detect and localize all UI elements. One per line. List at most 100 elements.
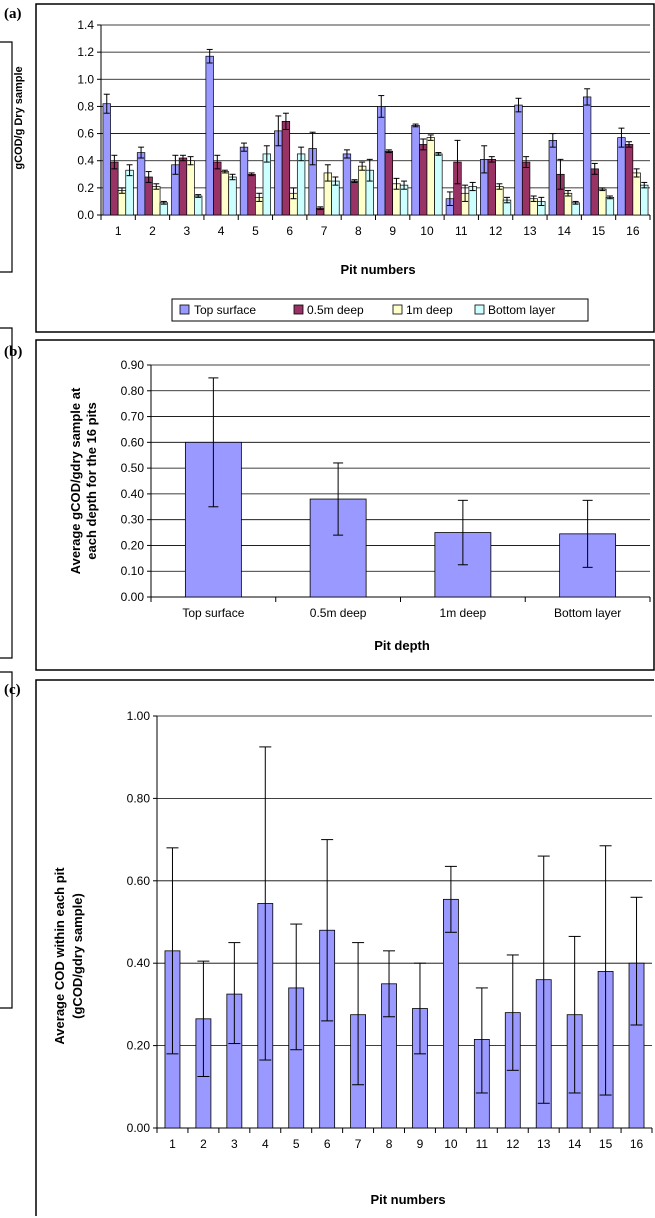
panel-a-chart: 0.00.20.40.60.81.01.21.41 2 3 4 5 6 7 8 9 10 11 12 1… [77,18,651,238]
panel-a-ytick-label: 0.2 [77,181,94,195]
panel-a-xtick-label: 1 [115,224,122,238]
panel-b-xlabel: Pit depth [374,638,430,653]
panel-a-bar [377,106,386,216]
panel-b-xtick-label: Bottom layer [554,606,621,620]
panel-b-ytick-label: 0.20 [121,538,145,552]
panel-a-bar [186,160,195,216]
legend-label-top-surface: Top surface [194,303,256,317]
panel-b-ytick-label: 0.00 [121,590,145,604]
panel-a-bar [194,195,203,216]
panel-c-xlabel: Pit numbers [370,1192,445,1207]
panel-c-ytick-label: 0.20 [127,1039,151,1053]
panel-a-xtick-label: 3 [183,224,190,238]
panel-a-bar [548,140,557,216]
panel-a-xtick-label: 11 [455,224,468,238]
panel-c-xtick-label: 13 [537,1137,551,1151]
panel-b-label: (b) [4,344,22,360]
panel-a-bar [640,184,649,216]
panel-a-bar [419,144,428,216]
panel-c-frame [35,679,654,1216]
panel-a-xtick-label: 9 [389,224,396,238]
legend-swatch-top-surface [179,304,190,315]
panel-a-ylabel: gCOD/g Dry sample [13,66,25,169]
panel-a-ytick-label: 0.0 [77,208,94,222]
panel-c-ytick-label: 1.00 [127,709,151,723]
panel-a-xtick-label: 7 [321,224,328,238]
panel-a-bar [136,152,146,216]
panel-a-bar [342,153,352,216]
legend-swatch-0-5m-deep [293,304,304,315]
panel-c-ytick-label: 0.40 [127,956,151,970]
panel-a-bar [178,157,188,216]
panel-b-ytick-label: 0.90 [121,358,145,372]
panel-a-bar [384,150,394,216]
panel-c-bar [443,898,459,1129]
panel-a-xtick-label: 6 [286,224,293,238]
panel-a-xlabel: Pit numbers [340,262,415,277]
panel-a-xtick-label: 12 [489,224,503,238]
panel-a-xtick-label: 16 [626,224,640,238]
legend-label-bottom-layer: Bottom layer [488,303,555,317]
panel-a-xtick-label: 10 [420,224,434,238]
panel-a-bar [296,153,306,216]
panel-b-xtick-label: 1m deep [440,606,487,620]
panel-c-xtick-label: 6 [324,1137,331,1151]
panel-a-bar [411,125,420,216]
panel-c-ylabel-line2: (gCOD/gdry sample) [70,893,85,1019]
panel-a-bar [247,173,256,216]
panel-a-bar [281,121,291,216]
panel-c-ylabel-line1: Average COD within each pit [52,867,67,1045]
panel-a-bar [213,161,222,216]
panel-a-bar [624,144,634,216]
panel-a-ytick-label: 0.4 [77,154,94,168]
panel-b-ytick-label: 0.30 [121,513,145,527]
panel-a-bar [357,165,367,216]
panel-c-ytick-label: 0.80 [127,791,151,805]
panel-a-ytick-label: 1.0 [77,72,94,86]
panel-a-bar [125,169,134,216]
panel-a-bar [598,188,607,216]
panel-a-ytick-label: 1.4 [77,18,94,32]
panel-c-xtick-label: 2 [200,1137,207,1151]
panel-a-bar [205,55,214,216]
panel-c-xtick-label: 5 [293,1137,300,1151]
panel-b-ytick-label: 0.50 [121,461,145,475]
panel-a-ytick-label: 0.8 [77,99,94,113]
panel-a-bar [110,161,119,216]
panel-a-bar [152,186,161,216]
panel-a-bar [632,172,641,216]
panel-b-ytick-label: 0.80 [121,384,145,398]
legend-label-1m-deep: 1m deep [406,303,453,317]
panel-a-bar [350,180,359,216]
panel-a-xtick-label: 8 [355,224,362,238]
panel-c-label: (c) [4,682,21,698]
panel-c-xtick-label: 9 [417,1137,424,1151]
panel-b-ytick-label: 0.10 [121,564,145,578]
panel-a-bar [495,186,504,216]
panel-a-bar [514,104,523,216]
panel-a-bar [239,146,249,216]
panel-a-xtick-label: 2 [149,224,156,238]
panel-a-bar [331,180,340,216]
panel-a-bar [617,137,626,216]
panel-a-xtick-label: 13 [523,224,537,238]
panel-a-bar [426,137,435,216]
panel-b-xtick-label: Top surface [182,606,244,620]
panel-b-chart: 0.00 0.10 0.20 0.30 0.40 0.50 0.60 0.70 0.80 0.90… [121,358,651,620]
legend-label-0-5m-deep: 0.5m deep [307,303,364,317]
panel-a-bar [228,176,237,216]
panel-a-bar [563,192,573,216]
panel-c-xtick-label: 12 [506,1137,520,1151]
legend-swatch-1m-deep [392,304,403,315]
panel-a-label: (a) [4,6,22,22]
panel-c-xtick-label: 16 [630,1137,644,1151]
panel-c-ytick-label: 0.00 [127,1121,151,1135]
panel-c-xtick-label: 15 [599,1137,613,1151]
panel-b-ytick-label: 0.60 [121,435,145,449]
panel-c-xtick-label: 1 [169,1137,176,1151]
panel-a-xtick-label: 5 [252,224,259,238]
panel-b-ylabel-line2: each depth for the 16 pits [84,402,99,559]
panel-c-xtick-label: 3 [231,1137,238,1151]
panel-b-xtick-label: 0.5m deep [310,606,367,620]
